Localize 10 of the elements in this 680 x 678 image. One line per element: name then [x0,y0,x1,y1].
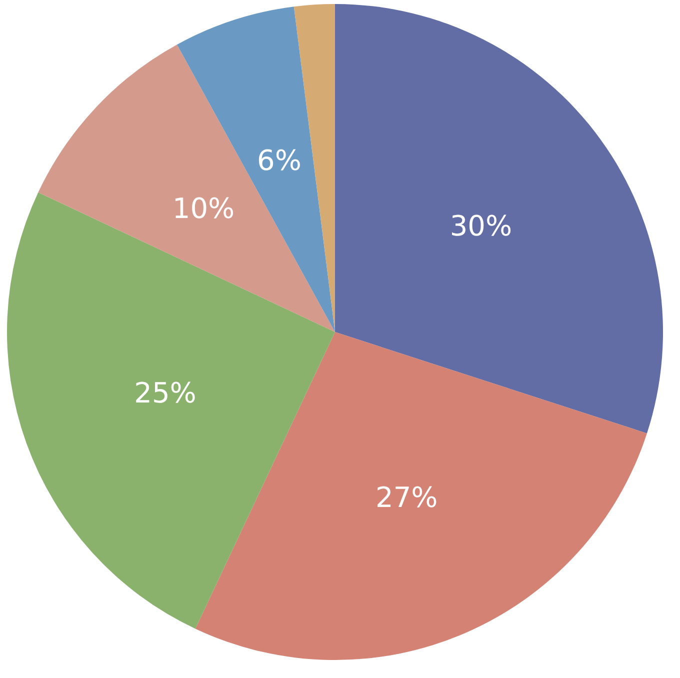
data-label: 27% [376,481,438,514]
data-label: 6% [257,144,302,177]
pie-slice [38,44,335,332]
pie-slice [335,4,662,434]
pie-slice [7,192,335,629]
data-label: 30% [450,209,512,242]
pie-slice [195,332,647,660]
pie-slice [176,6,335,332]
data-label: 25% [134,376,196,410]
data-label: 10% [172,192,235,226]
